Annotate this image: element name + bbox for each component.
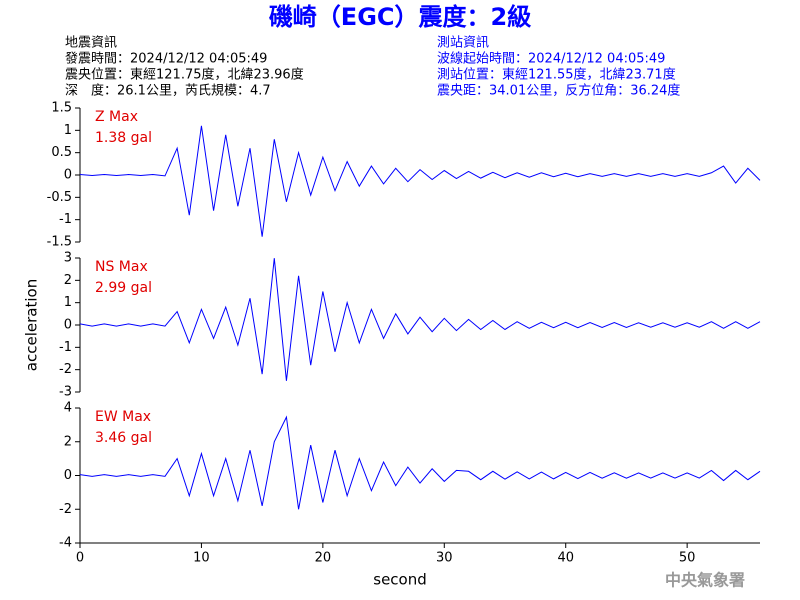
y-tick-label: 0 bbox=[64, 318, 72, 333]
chart-title: 磯崎（EGC）震度：2級 bbox=[269, 3, 531, 31]
y-tick-label: 0.5 bbox=[51, 145, 72, 160]
y-tick-label: -2 bbox=[59, 502, 72, 517]
y-tick-label: -2 bbox=[59, 362, 72, 377]
info-left: 震央位置：東經121.75度，北緯23.96度 bbox=[65, 67, 304, 83]
info-right: 測站位置：東經121.55度，北緯23.71度 bbox=[437, 67, 676, 83]
annotation: Z Max bbox=[95, 109, 138, 125]
info-left: 地震資訊 bbox=[65, 36, 117, 51]
y-tick-label: 1 bbox=[64, 123, 72, 138]
x-tick-label: 30 bbox=[436, 551, 453, 566]
y-tick-label: -3 bbox=[59, 385, 72, 400]
x-tick-label: 40 bbox=[557, 551, 574, 566]
info-right: 震央距：34.01公里，反方位角：36.24度 bbox=[437, 83, 680, 99]
y-tick-label: -0.5 bbox=[47, 190, 72, 205]
y-tick-label: 0 bbox=[64, 168, 72, 183]
y-tick-label: 1 bbox=[64, 295, 72, 310]
annotation: 2.99 gal bbox=[95, 280, 152, 296]
annotation: 3.46 gal bbox=[95, 430, 152, 446]
waveform bbox=[79, 125, 761, 237]
footer: 中央氣象署 bbox=[665, 571, 745, 590]
y-tick-label: -1.5 bbox=[47, 235, 72, 250]
y-tick-label: 2 bbox=[64, 273, 72, 288]
x-axis-label: second bbox=[373, 571, 427, 589]
y-tick-label: 1.5 bbox=[51, 101, 72, 116]
y-tick-label: 3 bbox=[64, 251, 72, 266]
annotation: EW Max bbox=[95, 409, 151, 425]
y-tick-label: 0 bbox=[64, 468, 72, 483]
annotation: 1.38 gal bbox=[95, 130, 152, 146]
x-tick-label: 20 bbox=[315, 551, 332, 566]
waveform bbox=[79, 258, 761, 381]
y-tick-label: 2 bbox=[64, 434, 72, 449]
info-right: 波線起始時間：2024/12/12 04:05:49 bbox=[437, 51, 665, 67]
y-tick-label: 4 bbox=[64, 401, 72, 416]
y-tick-label: -4 bbox=[59, 536, 72, 551]
annotation: NS Max bbox=[95, 259, 148, 275]
info-left: 發震時間：2024/12/12 04:05:49 bbox=[65, 52, 267, 67]
y-tick-label: -1 bbox=[59, 212, 72, 227]
info-left: 深 度：26.1公里，芮氏規模：4.7 bbox=[65, 83, 271, 99]
waveform bbox=[79, 415, 761, 510]
x-tick-label: 50 bbox=[679, 551, 696, 566]
y-axis-label: acceleration bbox=[23, 279, 41, 371]
info-right: 測站資訊 bbox=[437, 36, 489, 51]
y-tick-label: -1 bbox=[59, 340, 72, 355]
x-tick-label: 10 bbox=[193, 551, 210, 566]
x-tick-label: 0 bbox=[76, 551, 84, 566]
